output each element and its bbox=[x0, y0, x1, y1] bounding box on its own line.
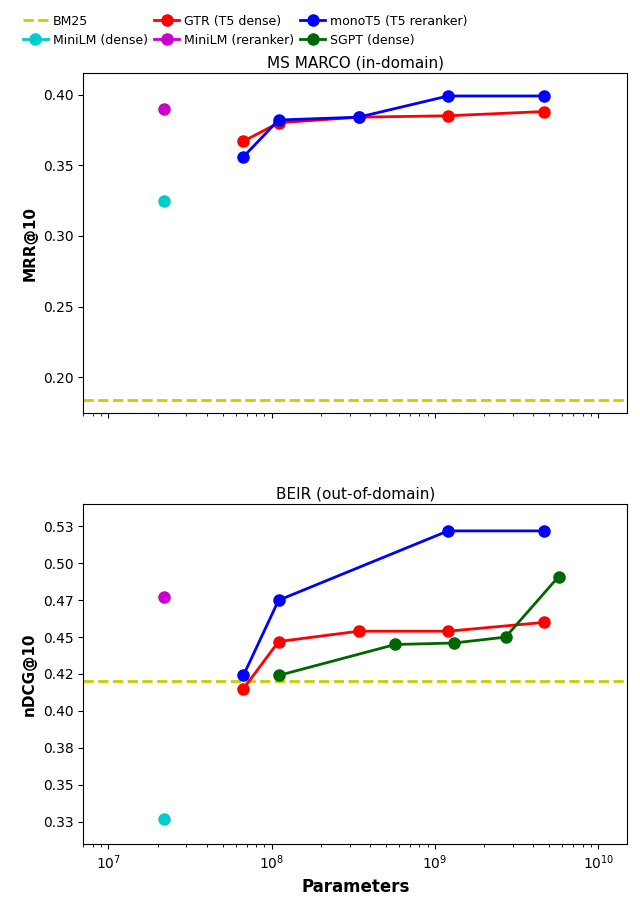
Title: MS MARCO (in-domain): MS MARCO (in-domain) bbox=[267, 56, 444, 71]
Y-axis label: nDCG@10: nDCG@10 bbox=[22, 632, 37, 716]
X-axis label: Parameters: Parameters bbox=[301, 878, 410, 896]
Legend: BM25, MiniLM (dense), GTR (T5 dense), MiniLM (reranker), monoT5 (T5 reranker), S: BM25, MiniLM (dense), GTR (T5 dense), Mi… bbox=[19, 11, 472, 50]
Title: BEIR (out-of-domain): BEIR (out-of-domain) bbox=[276, 487, 435, 502]
Y-axis label: MRR@10: MRR@10 bbox=[22, 205, 37, 281]
